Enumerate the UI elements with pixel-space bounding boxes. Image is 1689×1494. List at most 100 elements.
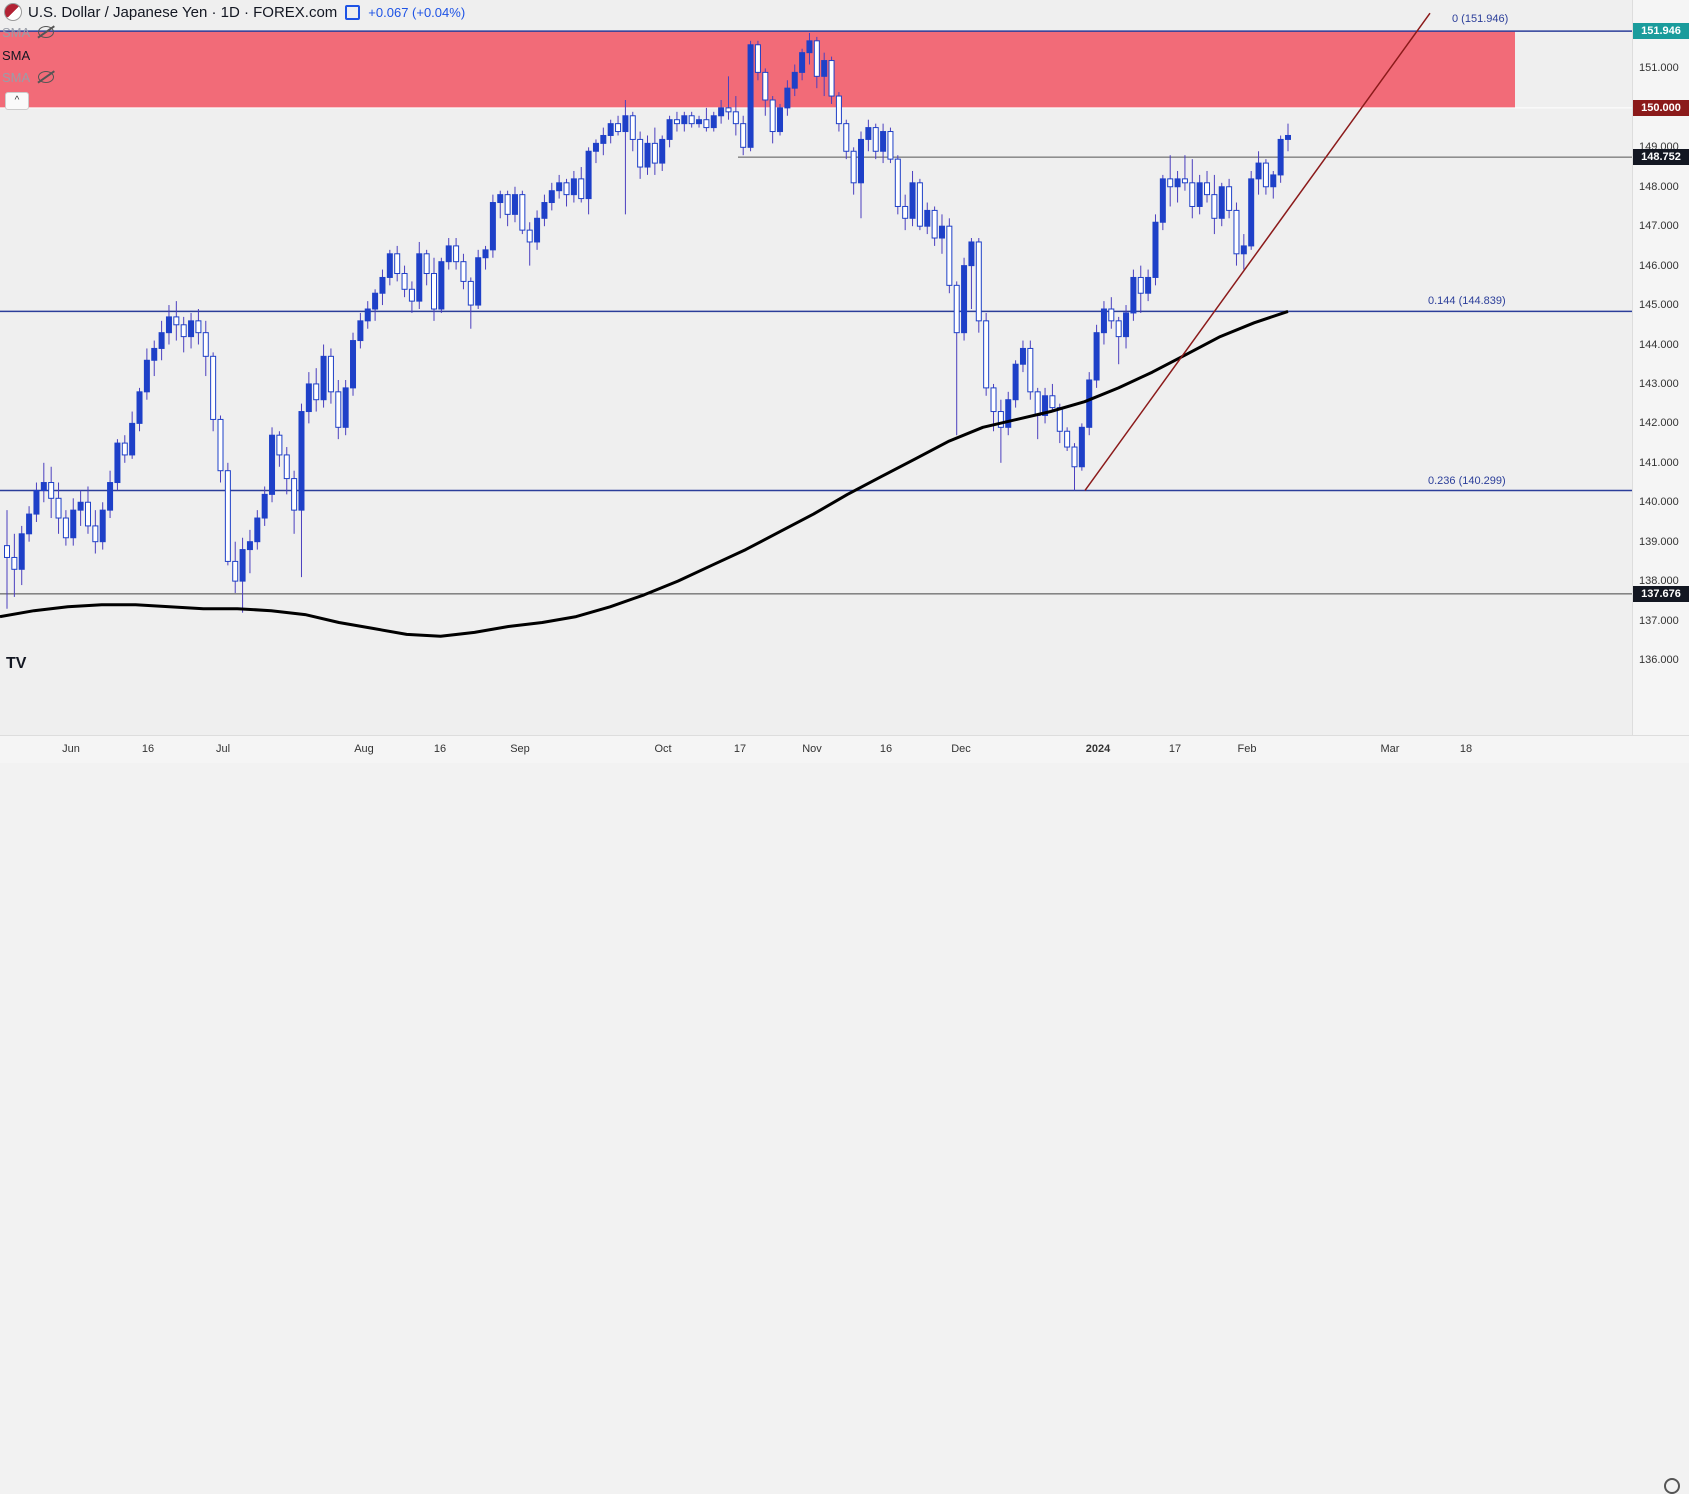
- candle-body: [180, 324, 187, 338]
- candle-body: [202, 332, 209, 357]
- price-tag: 151.946: [1633, 23, 1689, 40]
- candle-body: [556, 182, 563, 192]
- time-label: 16: [879, 743, 893, 755]
- candle-body: [283, 454, 290, 480]
- time-label: 16: [141, 743, 155, 755]
- candle-body: [408, 288, 415, 302]
- candle-body: [570, 178, 577, 196]
- candle-body: [1042, 395, 1049, 416]
- candle-body: [1174, 178, 1181, 188]
- eye-off-icon[interactable]: [38, 71, 55, 83]
- candle-body: [710, 115, 717, 129]
- price-tick-label: 147.000: [1639, 220, 1679, 233]
- candle-body: [327, 355, 334, 393]
- candle-body: [946, 225, 953, 286]
- candle-body: [217, 418, 224, 472]
- candle-body: [320, 355, 327, 401]
- indicator-label: SMA: [2, 69, 31, 85]
- price-chart[interactable]: [0, 0, 1632, 735]
- collapse-indicators-button[interactable]: ^: [5, 92, 29, 110]
- candle-body: [372, 292, 379, 310]
- candle-body: [813, 40, 820, 77]
- candle-body: [909, 182, 916, 219]
- candle-body: [997, 411, 1004, 428]
- symbol-title[interactable]: U.S. Dollar / Japanese Yen · 1D · FOREX.…: [28, 3, 338, 21]
- candle-body: [210, 355, 217, 420]
- candle-body: [394, 253, 401, 275]
- candle-body: [261, 493, 268, 519]
- fib-label-0: 0 (151.946): [1452, 13, 1509, 25]
- candle-body: [62, 517, 69, 539]
- candle-body: [1108, 308, 1115, 322]
- candle-body: [629, 115, 636, 140]
- time-label: 17: [733, 743, 747, 755]
- candle-body: [173, 316, 180, 326]
- candle-body: [77, 501, 84, 511]
- tradingview-logo[interactable]: TV: [6, 655, 27, 672]
- price-tick-label: 151.000: [1639, 62, 1679, 75]
- candle-body: [644, 142, 651, 168]
- candle-body: [55, 497, 62, 519]
- candle-body: [806, 40, 813, 54]
- candle-body: [519, 194, 526, 231]
- candle-body: [1123, 312, 1130, 338]
- candle-body: [188, 320, 195, 338]
- price-tick-label: 139.000: [1639, 535, 1679, 548]
- candle-body: [880, 131, 887, 152]
- candle-body: [651, 142, 658, 164]
- candle-body: [1100, 308, 1107, 334]
- price-tick-label: 140.000: [1639, 496, 1679, 509]
- candle-body: [1019, 347, 1026, 365]
- time-label: Dec: [951, 743, 971, 755]
- price-tick-label: 136.000: [1639, 654, 1679, 666]
- candle-body: [1233, 209, 1240, 255]
- candle-body: [1115, 320, 1122, 338]
- candle-body: [511, 194, 518, 215]
- time-label: 17: [1168, 743, 1182, 755]
- candle-body: [386, 253, 393, 278]
- candle-body: [401, 273, 408, 290]
- price-tick-label: 146.000: [1639, 259, 1679, 272]
- candle-body: [1012, 363, 1019, 401]
- candle-body: [239, 549, 246, 582]
- candle-body: [1226, 186, 1233, 211]
- time-axis[interactable]: Jun 16 Jul Aug 16 Sep Oct 17 Nov 16 Dec …: [0, 735, 1689, 1494]
- candle-body: [246, 541, 253, 551]
- candle-body: [445, 245, 452, 263]
- candle-body: [592, 142, 599, 152]
- chart-area[interactable]: U.S. Dollar / Japanese Yen · 1D · FOREX.…: [0, 0, 1632, 735]
- price-tag: 150.000: [1633, 99, 1689, 116]
- indicator-row-1[interactable]: SMA: [2, 22, 55, 42]
- candle-body: [902, 205, 909, 219]
- candle-body: [342, 387, 349, 428]
- candle-body: [276, 434, 283, 456]
- candle-body: [850, 150, 857, 184]
- candle-body: [416, 253, 423, 302]
- time-label: Jun: [62, 743, 80, 755]
- candle-body: [1093, 332, 1100, 381]
- price-tick-label: 137.000: [1639, 614, 1679, 627]
- candle-body: [931, 209, 938, 239]
- settings-gear-icon[interactable]: [1664, 1478, 1680, 1494]
- candle-body: [1027, 347, 1034, 393]
- candle-body: [475, 257, 482, 306]
- candle-body: [1056, 407, 1063, 432]
- candle-body: [585, 150, 592, 200]
- candle-body: [872, 127, 879, 152]
- indicator-row-2[interactable]: SMA: [2, 45, 30, 65]
- candle-body: [975, 241, 982, 322]
- candle-body: [33, 489, 40, 515]
- eye-off-icon[interactable]: [38, 26, 55, 38]
- candle-body: [990, 387, 997, 413]
- candle-body: [453, 245, 460, 263]
- candle-body: [379, 276, 386, 294]
- indicator-row-3[interactable]: SMA: [2, 67, 55, 87]
- time-label: Aug: [354, 743, 374, 755]
- candle-body: [526, 229, 533, 243]
- candle-body: [1248, 178, 1255, 247]
- candle-body: [1130, 276, 1137, 314]
- price-tag: 148.752: [1633, 149, 1689, 166]
- candle-body: [70, 509, 77, 539]
- candle-body: [84, 501, 91, 527]
- time-label: 18: [1459, 743, 1473, 755]
